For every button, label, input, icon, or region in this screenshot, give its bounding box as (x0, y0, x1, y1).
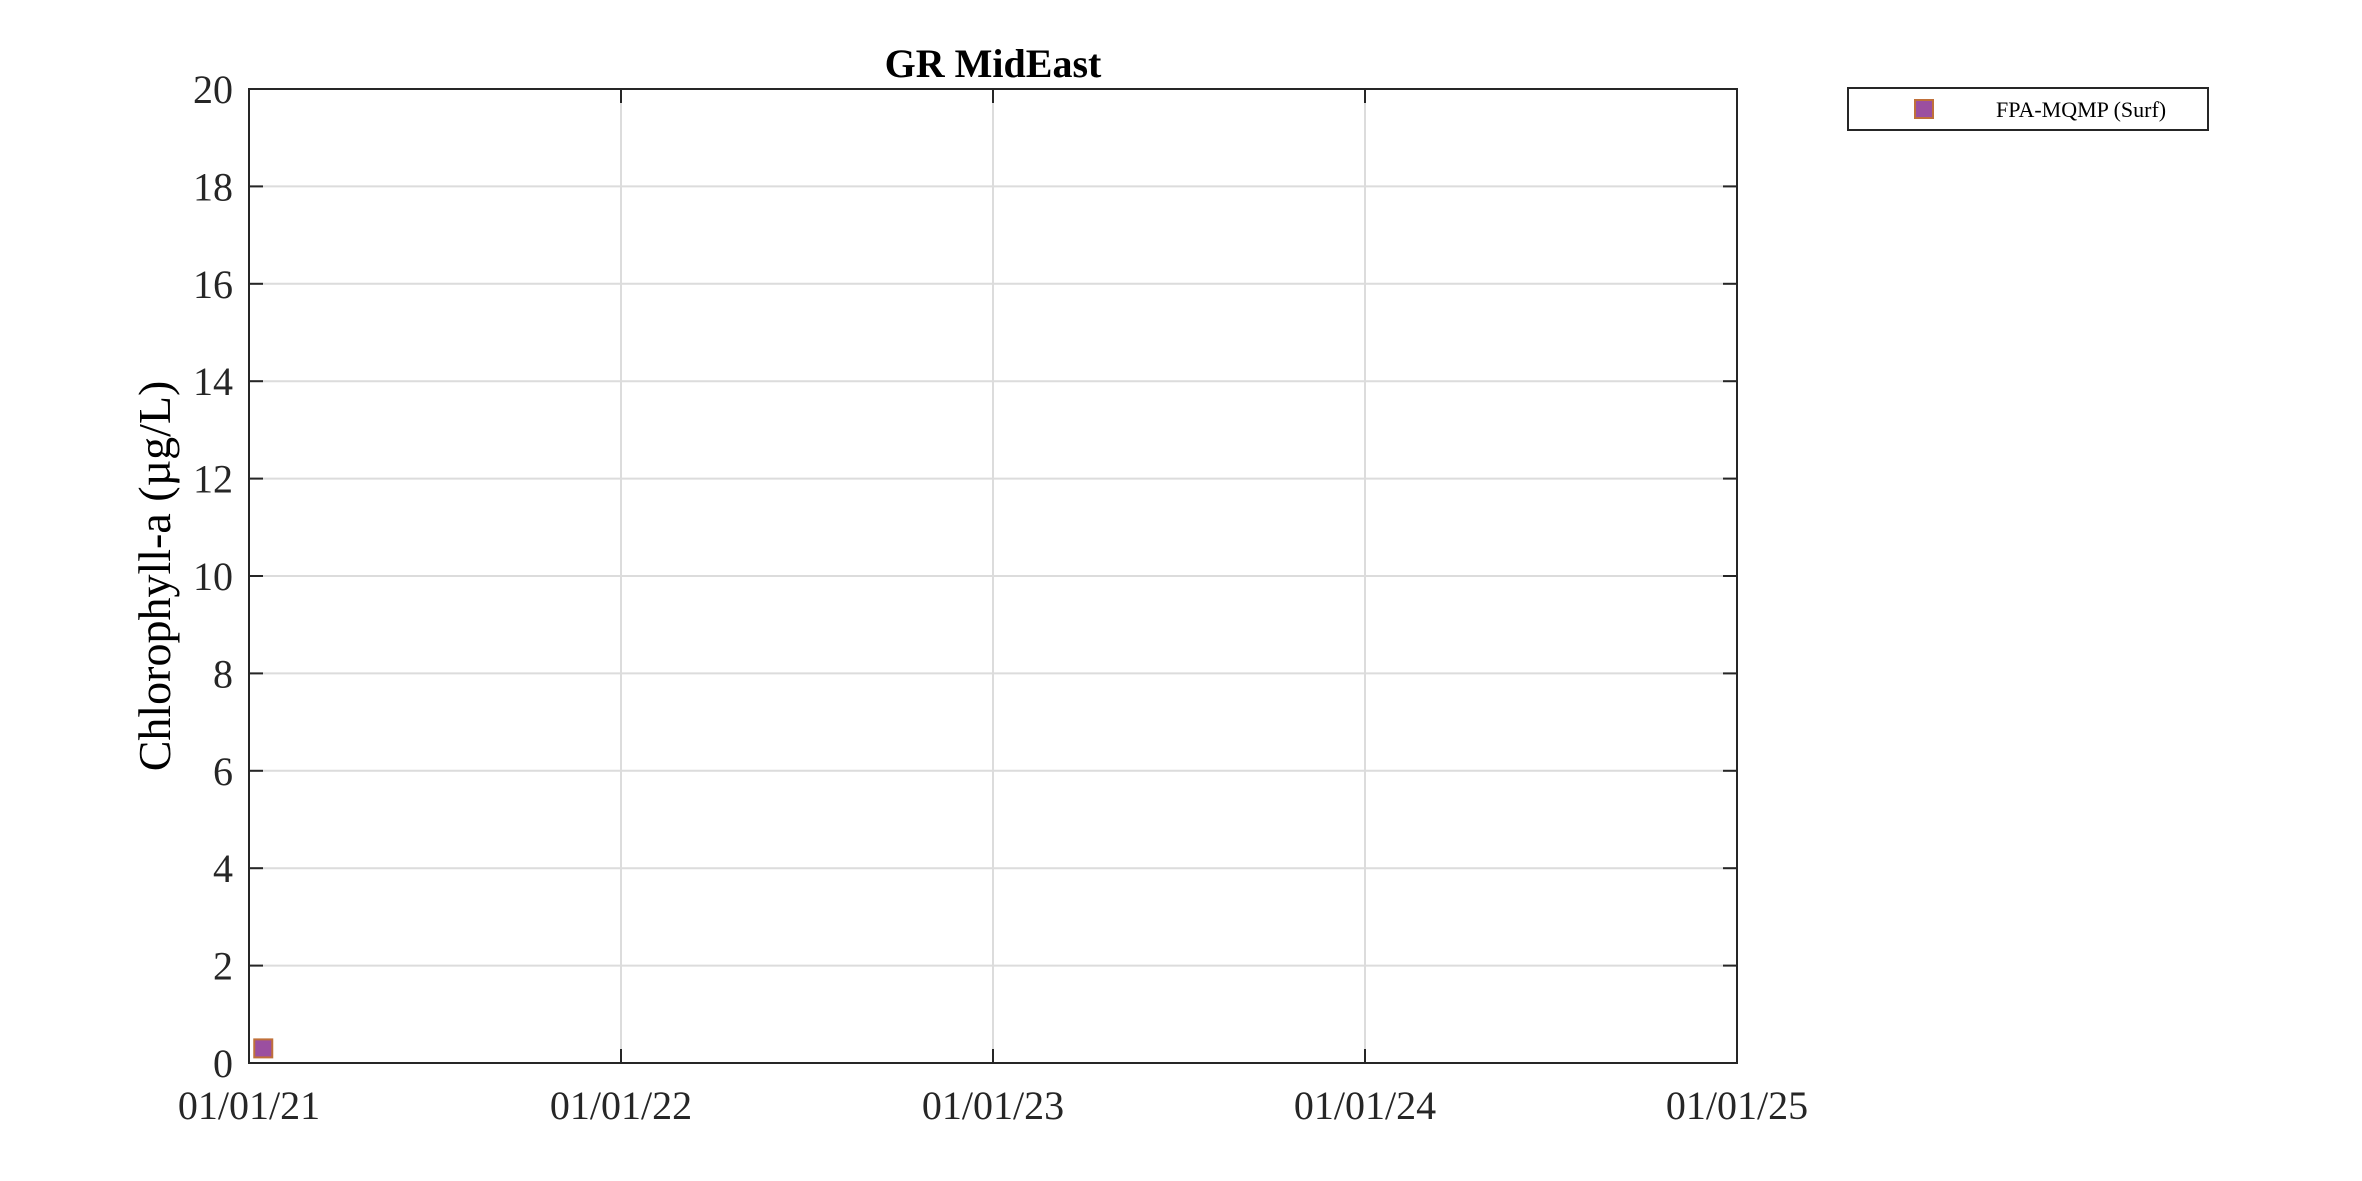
y-tick-label: 14 (193, 359, 233, 404)
y-tick-label: 12 (193, 457, 233, 502)
x-tick-label: 01/01/24 (1294, 1083, 1436, 1128)
y-axis-label: Chlorophyll-a (µg/L) (129, 381, 180, 772)
axis-ticks (248, 88, 1738, 1064)
x-tick-label: 01/01/23 (922, 1083, 1064, 1128)
x-axis-tick-labels: 01/01/21 01/01/22 01/01/23 01/01/24 01/01/25 (178, 1083, 1808, 1128)
y-tick-label: 20 (193, 67, 233, 112)
y-tick-label: 8 (213, 651, 233, 696)
y-tick-label: 18 (193, 164, 233, 209)
y-tick-label: 4 (213, 846, 233, 891)
y-tick-label: 16 (193, 262, 233, 307)
y-tick-label: 2 (213, 944, 233, 989)
y-axis-tick-labels: 0 2 4 6 8 10 12 14 16 18 20 (193, 67, 233, 1086)
chart-title: GR MidEast (885, 41, 1102, 86)
y-tick-label: 0 (213, 1041, 233, 1086)
grid (249, 89, 1737, 1063)
x-tick-label: 01/01/21 (178, 1083, 320, 1128)
legend-marker (1914, 99, 1934, 119)
legend: FPA-MQMP (Surf) (1847, 87, 2209, 131)
legend-box (1847, 87, 2209, 131)
y-tick-label: 6 (213, 749, 233, 794)
x-tick-label: 01/01/22 (550, 1083, 692, 1128)
data-points (253, 1038, 274, 1059)
y-tick-label: 10 (193, 554, 233, 599)
x-tick-label: 01/01/25 (1666, 1083, 1808, 1128)
data-point (253, 1038, 274, 1059)
legend-label: FPA-MQMP (Surf) (1996, 97, 2166, 122)
